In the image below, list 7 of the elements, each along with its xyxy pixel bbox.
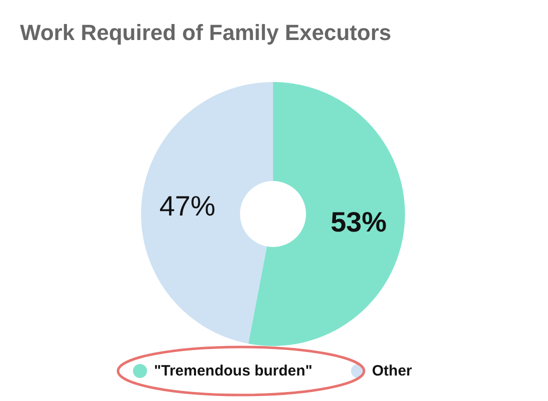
- donut-slice: [141, 82, 273, 344]
- data-label: 47%: [159, 190, 216, 222]
- chart-title: Work Required of Family Executors: [20, 20, 392, 45]
- donut-slice: [248, 82, 405, 346]
- legend-label: "Tremendous burden": [154, 362, 312, 380]
- legend-label: Other: [372, 362, 412, 380]
- data-label: 53%: [330, 206, 387, 238]
